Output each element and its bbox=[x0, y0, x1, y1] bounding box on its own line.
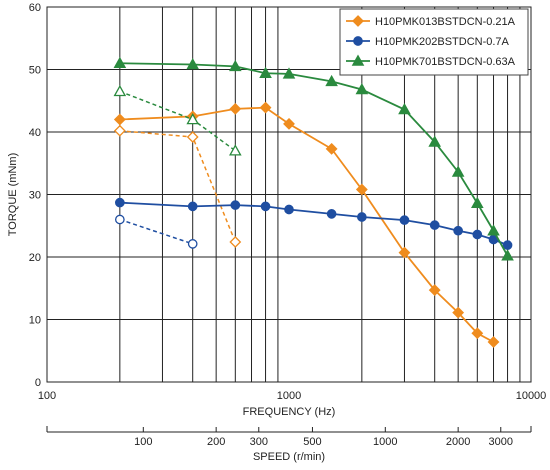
series-1-pullout-point bbox=[113, 113, 126, 126]
series-1-pullout-point bbox=[452, 306, 465, 319]
series-1-pullout-line bbox=[119, 106, 494, 343]
series-3-pullout-line bbox=[119, 62, 509, 257]
series-3-pullout-point bbox=[398, 102, 411, 115]
y-tick-label: 20 bbox=[29, 252, 41, 264]
series-2-pullin-point bbox=[114, 214, 125, 225]
series-1-pullout-point bbox=[325, 142, 338, 155]
series-1-pullin-line bbox=[119, 130, 237, 243]
series-1-pullin-point bbox=[186, 131, 199, 143]
y-axis-ticks: 0 10 20 30 40 50 60 bbox=[29, 2, 41, 389]
series-2-pullin-point bbox=[187, 239, 198, 249]
series-3-pullout-point bbox=[355, 82, 369, 95]
series-1 bbox=[113, 101, 500, 348]
x-tick-label: 100 bbox=[38, 390, 56, 402]
plot-frame bbox=[46, 6, 532, 383]
legend-swatch-marker bbox=[352, 15, 364, 27]
series-3-pullout-point bbox=[113, 56, 127, 69]
series-2-pullout-point bbox=[284, 204, 294, 215]
series-3-pullout-point bbox=[471, 196, 484, 209]
speed-tick-label: 2000 bbox=[446, 436, 470, 448]
y-tick-label: 40 bbox=[29, 127, 41, 139]
series-3-pullin-point bbox=[229, 144, 242, 156]
x-tick-label: 1000 bbox=[277, 390, 301, 402]
series-1-pullout-point bbox=[428, 284, 441, 297]
series-2-pullout-point bbox=[326, 209, 337, 219]
series-2-pullout-point bbox=[472, 229, 483, 240]
x-tick-label: 10000 bbox=[516, 390, 547, 402]
speed-tick-label: 300 bbox=[250, 436, 268, 448]
series-3-pullin-point bbox=[113, 84, 127, 97]
series-1-pullout-point bbox=[487, 336, 500, 348]
series-3-pullout-point bbox=[428, 135, 442, 147]
series-1-pullout-point bbox=[229, 102, 242, 115]
series-3-pullout-point bbox=[186, 57, 200, 70]
series-3-pullout-point bbox=[229, 59, 242, 72]
y-tick-label: 0 bbox=[35, 377, 41, 389]
legend: H10PMK013BSTDCN-0.21A H10PMK202BSTDCN-0.7… bbox=[339, 8, 529, 76]
speed-tick-label: 100 bbox=[134, 436, 152, 448]
series-2-pullout-point bbox=[114, 197, 125, 208]
legend-label: H10PMK701BSTDCN-0.63A bbox=[375, 56, 516, 68]
series-2-pullout-point bbox=[502, 240, 513, 250]
x-axis-label: FREQUENCY (Hz) bbox=[243, 406, 336, 418]
series-2-pullin-line bbox=[119, 218, 193, 245]
speed-tick-label: 200 bbox=[207, 436, 225, 448]
series-3-pullout-point bbox=[325, 74, 338, 87]
x-axis-ticks: 100 1000 10000 bbox=[38, 390, 546, 402]
series-1-pullin-point bbox=[229, 236, 242, 248]
legend-swatch-marker bbox=[353, 36, 363, 46]
series-1-pullin-point bbox=[113, 124, 126, 137]
series-3 bbox=[113, 56, 514, 261]
series-2-pullout-point bbox=[260, 201, 271, 212]
series-1-pullout-point bbox=[259, 101, 272, 114]
series-2 bbox=[114, 197, 513, 250]
series-3-pullout-point bbox=[487, 224, 500, 236]
y-tick-label: 30 bbox=[29, 190, 41, 202]
y-tick-label: 50 bbox=[29, 65, 41, 77]
series-2-pullout-point bbox=[187, 201, 198, 212]
series-1-pullout-point bbox=[398, 246, 411, 259]
speed-tick-label: 3000 bbox=[489, 436, 513, 448]
series-2-pullout-point bbox=[429, 220, 440, 230]
series-1-pullout-point bbox=[355, 183, 368, 196]
speed-axis: 100 200 300 500 1000 2000 3000 bbox=[46, 426, 532, 448]
series-3-pullin-line bbox=[119, 90, 236, 152]
legend-label: H10PMK202BSTDCN-0.7A bbox=[375, 36, 510, 48]
series-3-pullin-point bbox=[186, 112, 200, 125]
series-2-pullout-point bbox=[356, 212, 367, 222]
speed-axis-label: SPEED (r/min) bbox=[253, 451, 325, 463]
series-3-pullout-point bbox=[282, 67, 296, 79]
legend-label: H10PMK013BSTDCN-0.21A bbox=[375, 16, 516, 28]
series-2-pullout-line bbox=[119, 201, 508, 246]
series-1-pullout-point bbox=[471, 327, 484, 340]
series-2-pullout-point bbox=[230, 200, 241, 210]
series-3-pullout-point bbox=[451, 165, 465, 177]
speed-tick-label: 1000 bbox=[373, 436, 397, 448]
legend-box bbox=[339, 8, 529, 76]
series-2-pullout-point bbox=[399, 215, 410, 225]
y-axis-label: TORQUE (mNm) bbox=[7, 153, 19, 237]
legend-swatch-marker bbox=[351, 54, 365, 66]
series-layer bbox=[113, 56, 514, 348]
y-tick-label: 10 bbox=[29, 315, 41, 327]
y-tick-label: 60 bbox=[29, 2, 41, 14]
series-3-pullout-point bbox=[501, 249, 514, 261]
series-1-pullout-point bbox=[283, 117, 295, 130]
speed-tick-label: 500 bbox=[303, 436, 321, 448]
series-3-pullout-point bbox=[259, 66, 272, 79]
series-2-pullout-point bbox=[453, 225, 464, 236]
